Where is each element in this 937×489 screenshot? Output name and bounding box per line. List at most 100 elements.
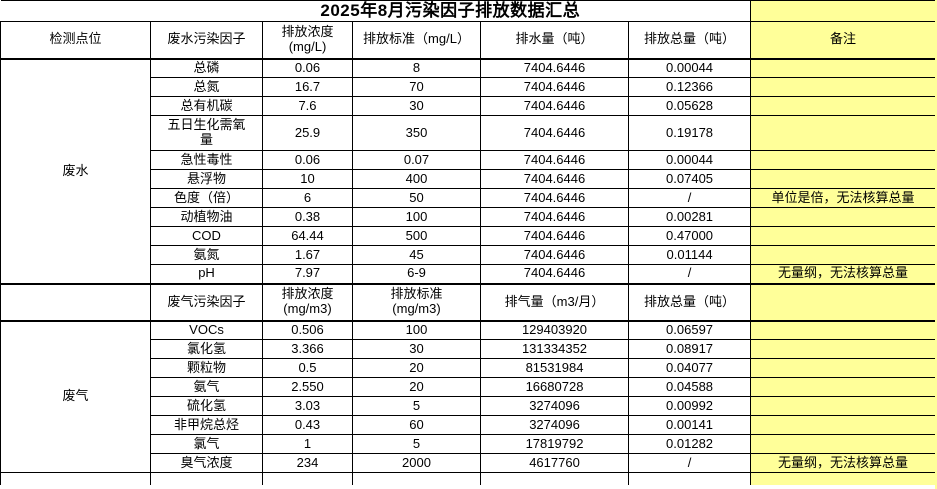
ww-factor-header-cell[interactable]: 废水污染因子 [150, 21, 263, 60]
gas-total-header-cell[interactable]: 排放总量（吨） [627, 282, 752, 322]
volume-cell[interactable]: 16680728 [480, 377, 629, 397]
total-cell[interactable]: / [627, 453, 752, 473]
volume-cell[interactable]: 7404.6446 [480, 115, 629, 151]
ww-total-header-cell[interactable]: 排放总量（吨） [627, 21, 752, 60]
standard-cell[interactable]: 70 [352, 77, 481, 97]
concentration-cell[interactable]: 25.9 [262, 115, 353, 151]
concentration-cell[interactable]: 2.550 [262, 377, 353, 397]
total-cell[interactable]: / [627, 264, 752, 284]
total-cell[interactable]: 0.00044 [627, 58, 752, 78]
concentration-cell[interactable]: 10 [262, 169, 353, 189]
concentration-cell[interactable]: 0.506 [262, 320, 353, 340]
remark-header-spacer-cell[interactable] [750, 0, 937, 22]
ww-concentration-header-cell[interactable]: 排放浓度 (mg/L) [262, 21, 353, 60]
factor-cell[interactable]: 氨气 [150, 377, 263, 397]
concentration-cell[interactable]: 0.38 [262, 207, 353, 227]
standard-cell[interactable]: 100 [352, 320, 481, 340]
total-cell[interactable]: 0.01282 [627, 434, 752, 454]
standard-cell[interactable]: 30 [352, 339, 481, 359]
standard-cell[interactable]: 0.07 [352, 150, 481, 170]
empty-corner-cell[interactable] [0, 0, 151, 22]
remark-cell[interactable]: 单位是倍，无法核算总量 [750, 188, 937, 208]
gas-volume-header-cell[interactable]: 排气量（m3/月） [480, 282, 629, 322]
gas-factor-header-cell[interactable]: 废气污染因子 [150, 282, 263, 322]
concentration-cell[interactable]: 3.03 [262, 396, 353, 416]
concentration-cell[interactable]: 0.06 [262, 150, 353, 170]
total-cell[interactable]: 0.07405 [627, 169, 752, 189]
concentration-cell[interactable]: 7.97 [262, 264, 353, 284]
volume-cell[interactable]: 7404.6446 [480, 96, 629, 116]
section-label-gas[interactable]: 废气 [0, 320, 151, 473]
remark-cell[interactable] [750, 77, 937, 97]
remark-cell[interactable] [750, 58, 937, 78]
standard-cell[interactable]: 100 [352, 207, 481, 227]
factor-cell[interactable]: 总氮 [150, 77, 263, 97]
remark-cell[interactable] [750, 320, 937, 340]
total-cell[interactable]: 0.00044 [627, 150, 752, 170]
factor-cell[interactable]: 氯气 [150, 434, 263, 454]
empty-cell[interactable] [750, 472, 937, 485]
gas-concentration-header-cell[interactable]: 排放浓度 (mg/m3) [262, 282, 353, 322]
concentration-cell[interactable]: 234 [262, 453, 353, 473]
factor-cell[interactable]: 氯化氢 [150, 339, 263, 359]
remark-cell[interactable] [750, 96, 937, 116]
volume-cell[interactable]: 17819792 [480, 434, 629, 454]
concentration-cell[interactable]: 1 [262, 434, 353, 454]
total-cell[interactable]: 0.00281 [627, 207, 752, 227]
remark-cell[interactable] [750, 282, 937, 322]
standard-cell[interactable]: 20 [352, 377, 481, 397]
factor-cell[interactable]: COD [150, 226, 263, 246]
empty-cell[interactable] [0, 282, 151, 322]
concentration-cell[interactable]: 64.44 [262, 226, 353, 246]
volume-cell[interactable]: 3274096 [480, 396, 629, 416]
remark-cell[interactable] [750, 115, 937, 151]
factor-cell[interactable]: 总磷 [150, 58, 263, 78]
volume-cell[interactable]: 7404.6446 [480, 226, 629, 246]
total-cell[interactable]: 0.12366 [627, 77, 752, 97]
concentration-cell[interactable]: 0.5 [262, 358, 353, 378]
total-cell[interactable]: 0.01144 [627, 245, 752, 265]
total-cell[interactable]: 0.04588 [627, 377, 752, 397]
volume-cell[interactable]: 7404.6446 [480, 150, 629, 170]
total-cell[interactable]: 0.05628 [627, 96, 752, 116]
empty-cell[interactable] [0, 472, 151, 485]
remark-cell[interactable] [750, 207, 937, 227]
standard-cell[interactable]: 6-9 [352, 264, 481, 284]
volume-cell[interactable]: 7404.6446 [480, 207, 629, 227]
total-cell[interactable]: 0.04077 [627, 358, 752, 378]
concentration-cell[interactable]: 7.6 [262, 96, 353, 116]
standard-cell[interactable]: 60 [352, 415, 481, 435]
concentration-cell[interactable]: 16.7 [262, 77, 353, 97]
remark-cell[interactable] [750, 150, 937, 170]
empty-cell[interactable] [150, 472, 263, 485]
standard-cell[interactable]: 20 [352, 358, 481, 378]
concentration-cell[interactable]: 3.366 [262, 339, 353, 359]
empty-cell[interactable] [352, 472, 481, 485]
empty-cell[interactable] [480, 472, 629, 485]
factor-cell[interactable]: 急性毒性 [150, 150, 263, 170]
remark-cell[interactable] [750, 169, 937, 189]
volume-cell[interactable]: 129403920 [480, 320, 629, 340]
factor-cell[interactable]: 氨氮 [150, 245, 263, 265]
factor-cell[interactable]: 硫化氢 [150, 396, 263, 416]
remark-cell[interactable] [750, 245, 937, 265]
point-header-cell[interactable]: 检测点位 [0, 21, 151, 60]
remark-cell[interactable] [750, 415, 937, 435]
volume-cell[interactable]: 7404.6446 [480, 77, 629, 97]
factor-cell[interactable]: 色度（倍） [150, 188, 263, 208]
empty-cell[interactable] [627, 472, 752, 485]
volume-cell[interactable]: 131334352 [480, 339, 629, 359]
volume-cell[interactable]: 7404.6446 [480, 169, 629, 189]
remark-header-cell[interactable]: 备注 [750, 21, 937, 60]
total-cell[interactable]: 0.19178 [627, 115, 752, 151]
factor-cell[interactable]: pH [150, 264, 263, 284]
total-cell[interactable]: / [627, 188, 752, 208]
ww-volume-header-cell[interactable]: 排水量（吨） [480, 21, 629, 60]
remark-cell[interactable] [750, 358, 937, 378]
volume-cell[interactable]: 4617760 [480, 453, 629, 473]
factor-cell[interactable]: 颗粒物 [150, 358, 263, 378]
standard-cell[interactable]: 45 [352, 245, 481, 265]
remark-cell[interactable]: 无量纲，无法核算总量 [750, 264, 937, 284]
standard-cell[interactable]: 2000 [352, 453, 481, 473]
section-label-wastewater[interactable]: 废水 [0, 58, 151, 284]
